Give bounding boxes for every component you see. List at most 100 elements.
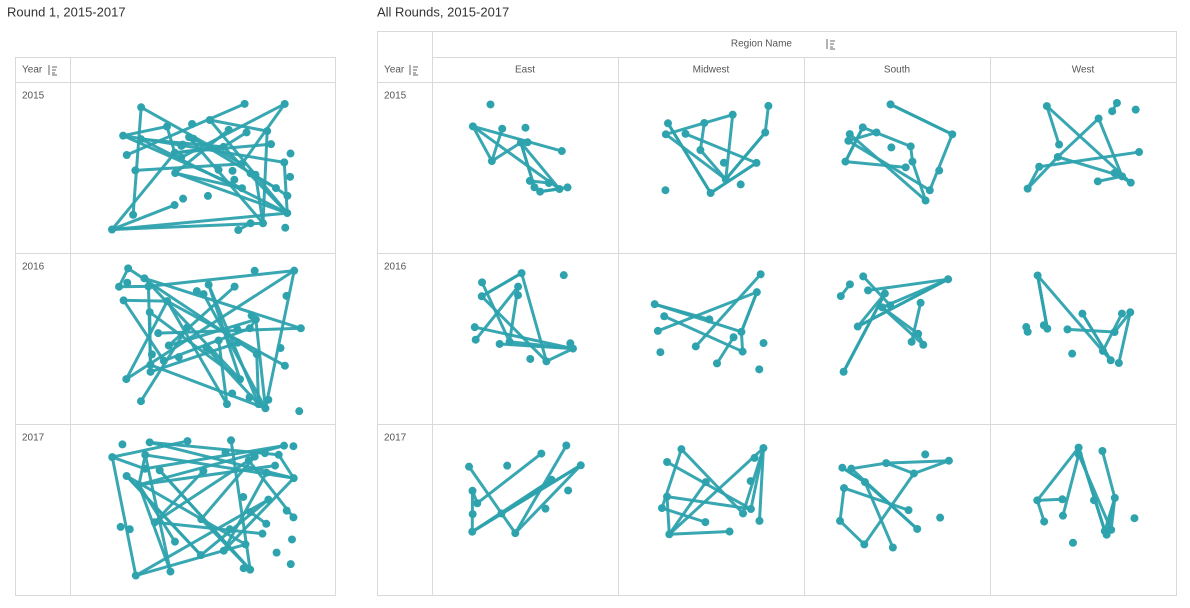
node [909,469,918,478]
node [696,146,705,155]
link [667,480,708,536]
node [498,124,507,133]
node [541,504,550,513]
link [664,113,735,136]
node [295,407,304,416]
node [228,389,237,398]
node [562,441,571,450]
node [108,453,117,462]
link [679,447,745,515]
node [486,100,495,109]
node [183,323,192,332]
node [246,219,255,228]
node [761,128,770,137]
node [908,157,917,166]
node [146,360,155,369]
network [1033,443,1139,547]
node [663,492,672,501]
link [1035,446,1081,502]
link [838,486,846,523]
link [207,283,261,406]
link [137,444,286,487]
link [884,459,951,465]
node [1112,99,1121,108]
node [564,486,573,495]
sort-icon[interactable] [826,39,835,50]
link [146,269,296,288]
sort-icon[interactable] [409,65,418,76]
node [159,356,168,365]
node [728,110,737,119]
node [197,515,206,524]
node [228,166,237,175]
node [155,466,164,475]
node [251,315,260,324]
node [140,274,149,283]
node [888,543,897,552]
node [725,527,734,536]
node [144,282,153,291]
node [238,184,247,193]
node [250,452,259,461]
node [224,125,233,134]
node [296,324,305,333]
network [465,441,585,538]
node [1114,359,1123,368]
node [916,298,925,307]
node [1098,447,1107,456]
row-label: 2017 [384,433,407,444]
node [174,353,183,362]
node [227,436,236,445]
node [119,131,128,140]
link [866,277,950,292]
node [665,530,674,539]
node [473,499,482,508]
link [739,290,759,334]
node [122,150,131,159]
sort-icon[interactable] [48,65,57,76]
network [470,269,577,366]
node [122,471,131,480]
node [286,149,295,158]
node [233,325,242,334]
network [836,450,953,552]
link [1096,174,1124,183]
link [475,452,543,505]
node [468,122,477,131]
node [1042,102,1051,111]
node [944,456,953,465]
node [108,225,117,234]
node [233,338,242,347]
link [880,305,925,347]
node [162,122,171,131]
link [1036,273,1049,331]
link [861,274,892,307]
node [576,461,585,470]
link [849,461,888,471]
node [495,339,504,348]
network [108,99,295,235]
link [467,465,517,535]
node [505,337,514,346]
node [468,510,477,519]
link [110,455,147,471]
node [1074,443,1083,452]
node [241,540,250,549]
link [843,160,908,169]
node [286,172,295,181]
node [921,196,930,205]
node [656,348,665,357]
panel-title: Round 1, 2015-2017 [7,4,126,19]
node [239,492,248,501]
node [280,441,289,450]
link [470,463,583,534]
node [272,548,281,557]
node [705,315,714,324]
link [724,131,767,181]
link [1026,155,1060,191]
link [667,530,732,536]
node [245,324,254,333]
node [261,404,270,413]
node [845,280,854,289]
table-frame [15,57,336,596]
